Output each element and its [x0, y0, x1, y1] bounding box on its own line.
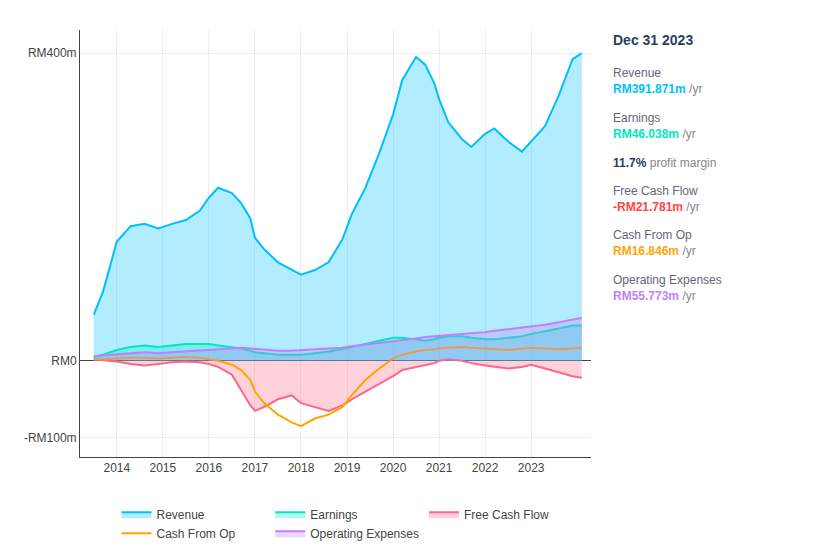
svg-text:2015: 2015 — [150, 461, 177, 475]
svg-text:Free Cash Flow-RM21.781m /yr: Free Cash Flow-RM21.781m /yr — [613, 184, 700, 214]
svg-text:2021: 2021 — [426, 461, 453, 475]
svg-text:2018: 2018 — [288, 461, 315, 475]
svg-text:RevenueRM391.871m /yr: RevenueRM391.871m /yr — [613, 66, 702, 96]
svg-text:2017: 2017 — [242, 461, 269, 475]
svg-text:Revenue: Revenue — [157, 508, 205, 522]
svg-text:2020: 2020 — [380, 461, 407, 475]
svg-text:Dec 31 2023: Dec 31 2023 — [613, 32, 693, 48]
svg-text:Cash From Op: Cash From Op — [157, 527, 236, 541]
svg-text:-RM100m: -RM100m — [24, 431, 77, 445]
svg-text:Operating Expenses: Operating Expenses — [310, 527, 419, 541]
svg-text:Operating ExpensesRM55.773m /y: Operating ExpensesRM55.773m /yr — [613, 273, 722, 303]
svg-text:RM0: RM0 — [51, 354, 77, 368]
svg-text:Earnings: Earnings — [310, 508, 357, 522]
svg-text:11.7% profit margin: 11.7% profit margin — [613, 156, 716, 170]
svg-text:EarningsRM46.038m /yr: EarningsRM46.038m /yr — [613, 111, 696, 141]
svg-text:RM400m: RM400m — [28, 46, 77, 60]
svg-text:Cash From OpRM16.846m /yr: Cash From OpRM16.846m /yr — [613, 228, 696, 258]
svg-text:2023: 2023 — [518, 461, 545, 475]
svg-text:2019: 2019 — [334, 461, 361, 475]
svg-text:Free Cash Flow: Free Cash Flow — [464, 508, 549, 522]
svg-text:2016: 2016 — [196, 461, 223, 475]
svg-text:2014: 2014 — [103, 461, 130, 475]
svg-text:2022: 2022 — [472, 461, 499, 475]
